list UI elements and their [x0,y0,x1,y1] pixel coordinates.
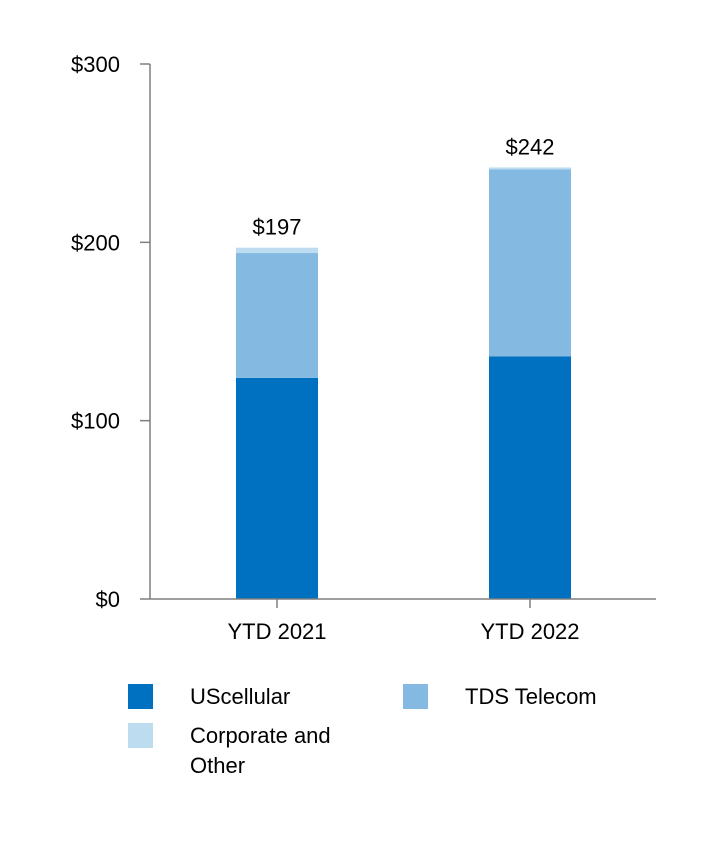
y-tick-label-3: $200 [71,230,120,255]
x-tick-label-2: YTD 2022 [480,619,579,644]
y-tick-label-2: $100 [71,409,120,434]
bar-segment-2-1 [236,253,318,378]
total-label-1: $197 [253,215,302,240]
bar-segment-3-2 [489,167,571,170]
total-label-2: $242 [506,134,555,159]
bar-segment-2-2 [489,169,571,357]
bar-segment-1-1 [236,377,318,599]
y-tick-label-1: $0 [96,587,120,612]
bar-segment-3-1 [236,247,318,254]
y-tick-label-4: $300 [71,52,120,77]
x-tick-label-1: YTD 2021 [227,619,326,644]
bar-segment-1-2 [489,356,571,599]
